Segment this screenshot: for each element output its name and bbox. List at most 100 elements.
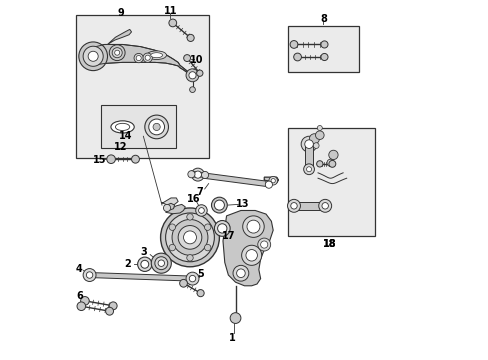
Text: 8: 8 bbox=[319, 14, 326, 24]
Circle shape bbox=[109, 45, 125, 60]
Ellipse shape bbox=[111, 121, 134, 133]
Circle shape bbox=[233, 265, 248, 281]
Circle shape bbox=[268, 176, 277, 185]
Circle shape bbox=[287, 199, 300, 212]
Text: 18: 18 bbox=[322, 239, 336, 249]
Circle shape bbox=[313, 143, 319, 148]
Circle shape bbox=[304, 140, 313, 148]
Circle shape bbox=[198, 208, 204, 213]
Circle shape bbox=[246, 220, 260, 233]
Circle shape bbox=[160, 208, 219, 267]
Circle shape bbox=[155, 257, 167, 270]
Circle shape bbox=[306, 167, 311, 172]
Circle shape bbox=[83, 46, 103, 66]
Circle shape bbox=[303, 164, 314, 175]
Circle shape bbox=[109, 302, 117, 310]
Text: 6: 6 bbox=[76, 291, 83, 301]
Circle shape bbox=[321, 203, 328, 209]
Circle shape bbox=[144, 115, 168, 139]
Circle shape bbox=[185, 272, 199, 285]
Text: 3: 3 bbox=[140, 247, 146, 257]
Circle shape bbox=[183, 231, 196, 244]
Circle shape bbox=[328, 150, 337, 159]
Circle shape bbox=[115, 50, 120, 55]
Text: 13: 13 bbox=[236, 199, 249, 210]
Polygon shape bbox=[161, 198, 178, 205]
Text: 4: 4 bbox=[75, 264, 82, 274]
Circle shape bbox=[290, 203, 297, 209]
Polygon shape bbox=[264, 177, 278, 183]
Polygon shape bbox=[292, 202, 326, 211]
Polygon shape bbox=[191, 171, 204, 177]
Circle shape bbox=[186, 214, 193, 220]
Circle shape bbox=[158, 260, 164, 266]
Circle shape bbox=[194, 171, 201, 178]
Circle shape bbox=[178, 226, 202, 249]
Circle shape bbox=[214, 221, 230, 236]
Circle shape bbox=[86, 272, 93, 278]
Circle shape bbox=[106, 155, 115, 163]
Circle shape bbox=[153, 123, 160, 131]
Text: 10: 10 bbox=[190, 55, 203, 65]
Circle shape bbox=[301, 136, 316, 152]
Circle shape bbox=[211, 197, 227, 213]
Circle shape bbox=[141, 260, 148, 268]
Circle shape bbox=[168, 19, 176, 27]
Circle shape bbox=[289, 41, 297, 48]
Ellipse shape bbox=[146, 51, 166, 59]
Circle shape bbox=[134, 53, 143, 63]
Text: 15: 15 bbox=[92, 155, 106, 165]
Circle shape bbox=[214, 200, 224, 210]
Polygon shape bbox=[305, 145, 312, 169]
Circle shape bbox=[163, 204, 170, 212]
Circle shape bbox=[169, 224, 175, 230]
Circle shape bbox=[83, 269, 96, 282]
Circle shape bbox=[185, 69, 199, 82]
Circle shape bbox=[245, 249, 257, 261]
Text: 9: 9 bbox=[117, 8, 124, 18]
Circle shape bbox=[328, 161, 335, 167]
Circle shape bbox=[137, 257, 152, 271]
Circle shape bbox=[186, 255, 193, 261]
Text: 17: 17 bbox=[222, 231, 235, 240]
Circle shape bbox=[189, 275, 195, 282]
Circle shape bbox=[148, 119, 164, 135]
Circle shape bbox=[183, 55, 190, 62]
Bar bbox=[76, 15, 208, 158]
Circle shape bbox=[189, 87, 195, 93]
Text: 12: 12 bbox=[114, 141, 127, 152]
Circle shape bbox=[318, 199, 331, 212]
Circle shape bbox=[88, 51, 98, 61]
Circle shape bbox=[320, 53, 327, 60]
Circle shape bbox=[79, 42, 107, 71]
Circle shape bbox=[191, 168, 204, 181]
Text: 5: 5 bbox=[197, 269, 203, 279]
Polygon shape bbox=[163, 203, 174, 211]
Circle shape bbox=[230, 313, 241, 323]
Circle shape bbox=[188, 72, 196, 79]
Circle shape bbox=[204, 244, 210, 251]
Circle shape bbox=[196, 70, 203, 76]
Circle shape bbox=[204, 224, 210, 230]
Text: 2: 2 bbox=[124, 259, 131, 269]
Circle shape bbox=[195, 205, 207, 216]
Circle shape bbox=[142, 53, 152, 62]
Bar bbox=[287, 26, 359, 72]
Circle shape bbox=[326, 159, 333, 166]
Circle shape bbox=[151, 253, 171, 273]
Circle shape bbox=[105, 307, 113, 315]
Circle shape bbox=[81, 297, 89, 305]
Circle shape bbox=[201, 171, 208, 179]
Polygon shape bbox=[107, 30, 131, 44]
Circle shape bbox=[270, 179, 275, 183]
Circle shape bbox=[242, 216, 264, 237]
Polygon shape bbox=[165, 204, 185, 214]
Circle shape bbox=[257, 238, 270, 251]
Ellipse shape bbox=[115, 123, 129, 131]
Circle shape bbox=[260, 241, 267, 248]
Circle shape bbox=[217, 224, 226, 233]
Circle shape bbox=[197, 289, 204, 297]
Circle shape bbox=[77, 302, 85, 311]
Circle shape bbox=[165, 213, 214, 262]
Circle shape bbox=[316, 161, 322, 167]
